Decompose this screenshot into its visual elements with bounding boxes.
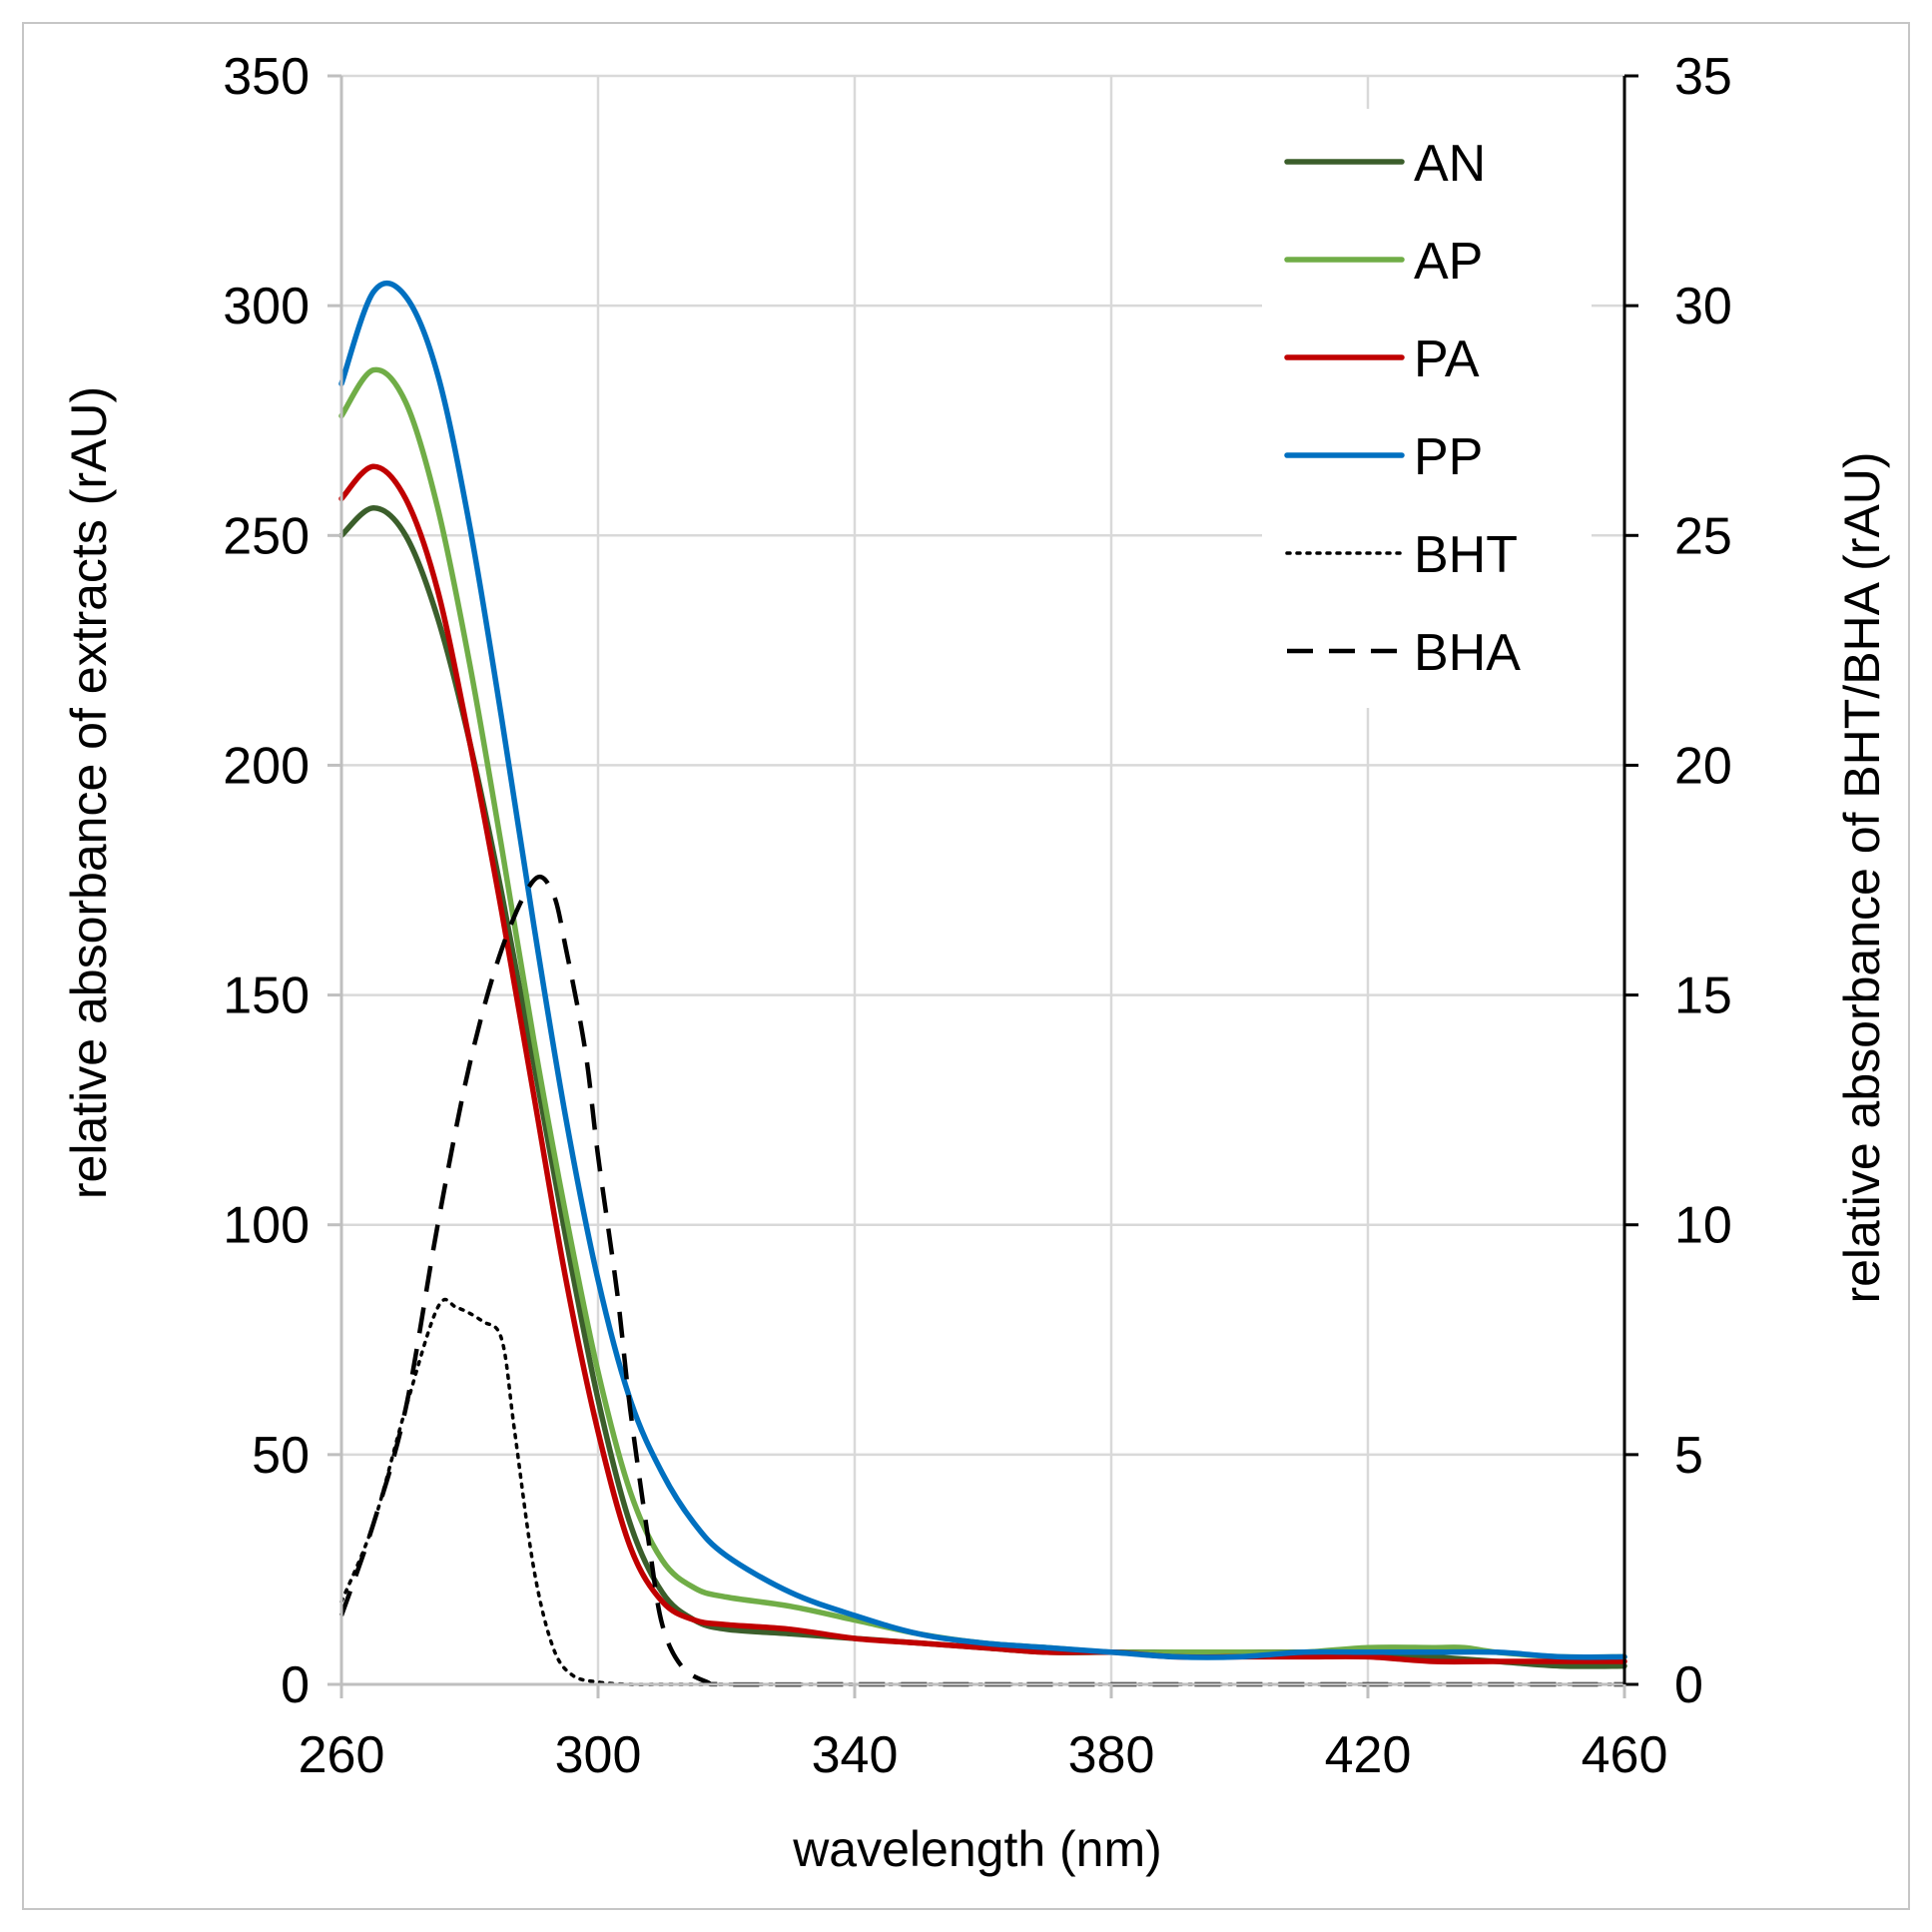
legend-label-pp: PP [1414,428,1483,486]
x-tick-label: 420 [1325,1726,1412,1784]
chart-frame: 0 50 100 150 200 250 300 350 0 5 10 15 20 25 30 35 260 30… [22,22,1910,1910]
x-tick-label: 380 [1068,1726,1155,1784]
y-tick-label: 100 [223,1197,310,1255]
y2-tick-label: 30 [1674,278,1732,335]
line-chart: 0 50 100 150 200 250 300 350 0 5 10 15 20 25 30 35 260 30… [61,48,1890,1877]
x-tick-label: 300 [555,1726,642,1784]
y-tick-label: 150 [223,967,310,1025]
legend-label-bht: BHT [1414,526,1518,584]
y-tick-label: 300 [223,278,310,335]
legend-background [1262,109,1592,708]
y-tick-label: 200 [223,737,310,795]
y2-tick-label: 20 [1674,737,1732,795]
series-lines [338,280,1627,1687]
y2-tick-label: 10 [1674,1197,1732,1255]
legend-label-ap: AP [1414,233,1483,291]
legend-label-an: AN [1414,135,1486,193]
tick-labels: 0 50 100 150 200 250 300 350 0 5 10 15 20 25 30 35 260 30… [223,48,1732,1784]
legend: AN AP PA PP BHT BHA [1262,109,1592,708]
y-tick-label: 250 [223,507,310,565]
y-tick-label: 50 [252,1427,310,1485]
axes [327,74,1638,1698]
series-line-pp [338,280,1627,1660]
y2-tick-label: 15 [1674,967,1732,1025]
y2-axis-title: relative absorbance of BHT/BHA (rAU) [1834,451,1890,1303]
series-line-ap [338,366,1627,1660]
y-tick-label: 350 [223,48,310,106]
x-axis-title: wavelength (nm) [792,1821,1162,1877]
y2-tick-label: 0 [1674,1656,1703,1714]
legend-label-pa: PA [1414,330,1480,388]
x-tick-label: 340 [812,1726,899,1784]
y-axis-title: relative absorbance of extracts (rAU) [61,386,117,1199]
y2-tick-label: 5 [1674,1427,1703,1485]
series-line-bht [339,1297,1626,1686]
y2-tick-label: 25 [1674,507,1732,565]
x-tick-label: 460 [1582,1726,1668,1784]
legend-label-bha: BHA [1414,624,1521,682]
series-line-pa [338,463,1627,1665]
y2-tick-label: 35 [1674,48,1732,106]
x-tick-label: 260 [299,1726,385,1784]
y-tick-label: 0 [281,1656,310,1714]
